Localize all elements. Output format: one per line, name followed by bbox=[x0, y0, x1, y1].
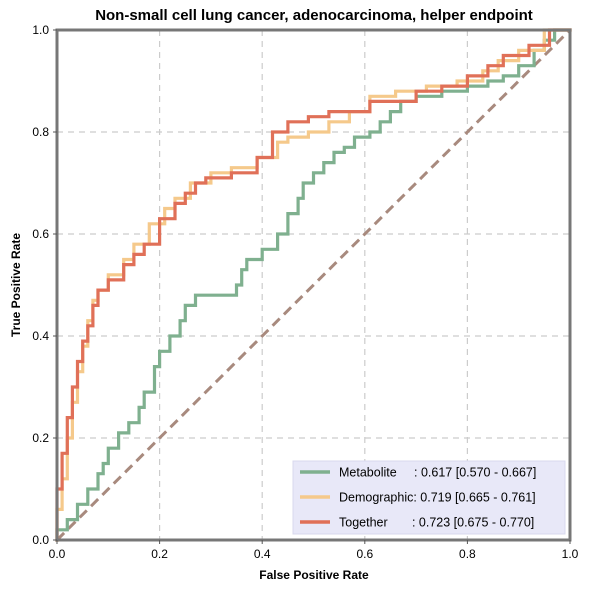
y-tick-label: 1.0 bbox=[32, 23, 49, 37]
legend-label-together: Together : 0.723 [0.675 - 0.770] bbox=[339, 516, 534, 530]
legend: Metabolite : 0.617 [0.570 - 0.667] Demogr… bbox=[292, 460, 566, 535]
x-tick-label: 0.6 bbox=[356, 547, 373, 561]
plot-frame bbox=[55, 28, 572, 542]
y-tick-label: 0.8 bbox=[32, 125, 49, 139]
x-tick-label: 0.4 bbox=[254, 547, 271, 561]
chart-title: Non-small cell lung cancer, adenocarcino… bbox=[95, 7, 533, 24]
y-tick-label: 0.0 bbox=[32, 533, 49, 547]
chance-line bbox=[55, 28, 572, 542]
x-tick-label: 0.0 bbox=[49, 547, 66, 561]
legend-label-metabolite: Metabolite : 0.617 [0.570 - 0.667] bbox=[339, 466, 536, 480]
x-tick-label: 0.8 bbox=[459, 547, 476, 561]
y-tick-label: 0.2 bbox=[32, 431, 49, 445]
x-tick-label: 0.2 bbox=[151, 547, 168, 561]
legend-box bbox=[292, 460, 566, 535]
y-tick-label: 0.4 bbox=[32, 329, 49, 343]
series-line-metabolite bbox=[55, 28, 572, 542]
series-layer bbox=[55, 28, 572, 542]
legend-items: Metabolite : 0.617 [0.570 - 0.667] Demogr… bbox=[300, 466, 536, 530]
legend-label-demographic: Demographic: 0.719 [0.665 - 0.761] bbox=[339, 491, 536, 505]
series-line-together bbox=[55, 28, 572, 542]
y-axis-title: True Positive Rate bbox=[9, 233, 23, 337]
x-tick-label: 1.0 bbox=[562, 547, 579, 561]
x-axis-title: False Positive Rate bbox=[259, 568, 369, 582]
tick-layer: 0.0 0.2 0.4 0.6 0.8 1.0 0.0 0.2 0.4 0.6 0.8 1.0 bbox=[32, 23, 578, 561]
y-tick-label: 0.6 bbox=[32, 227, 49, 241]
